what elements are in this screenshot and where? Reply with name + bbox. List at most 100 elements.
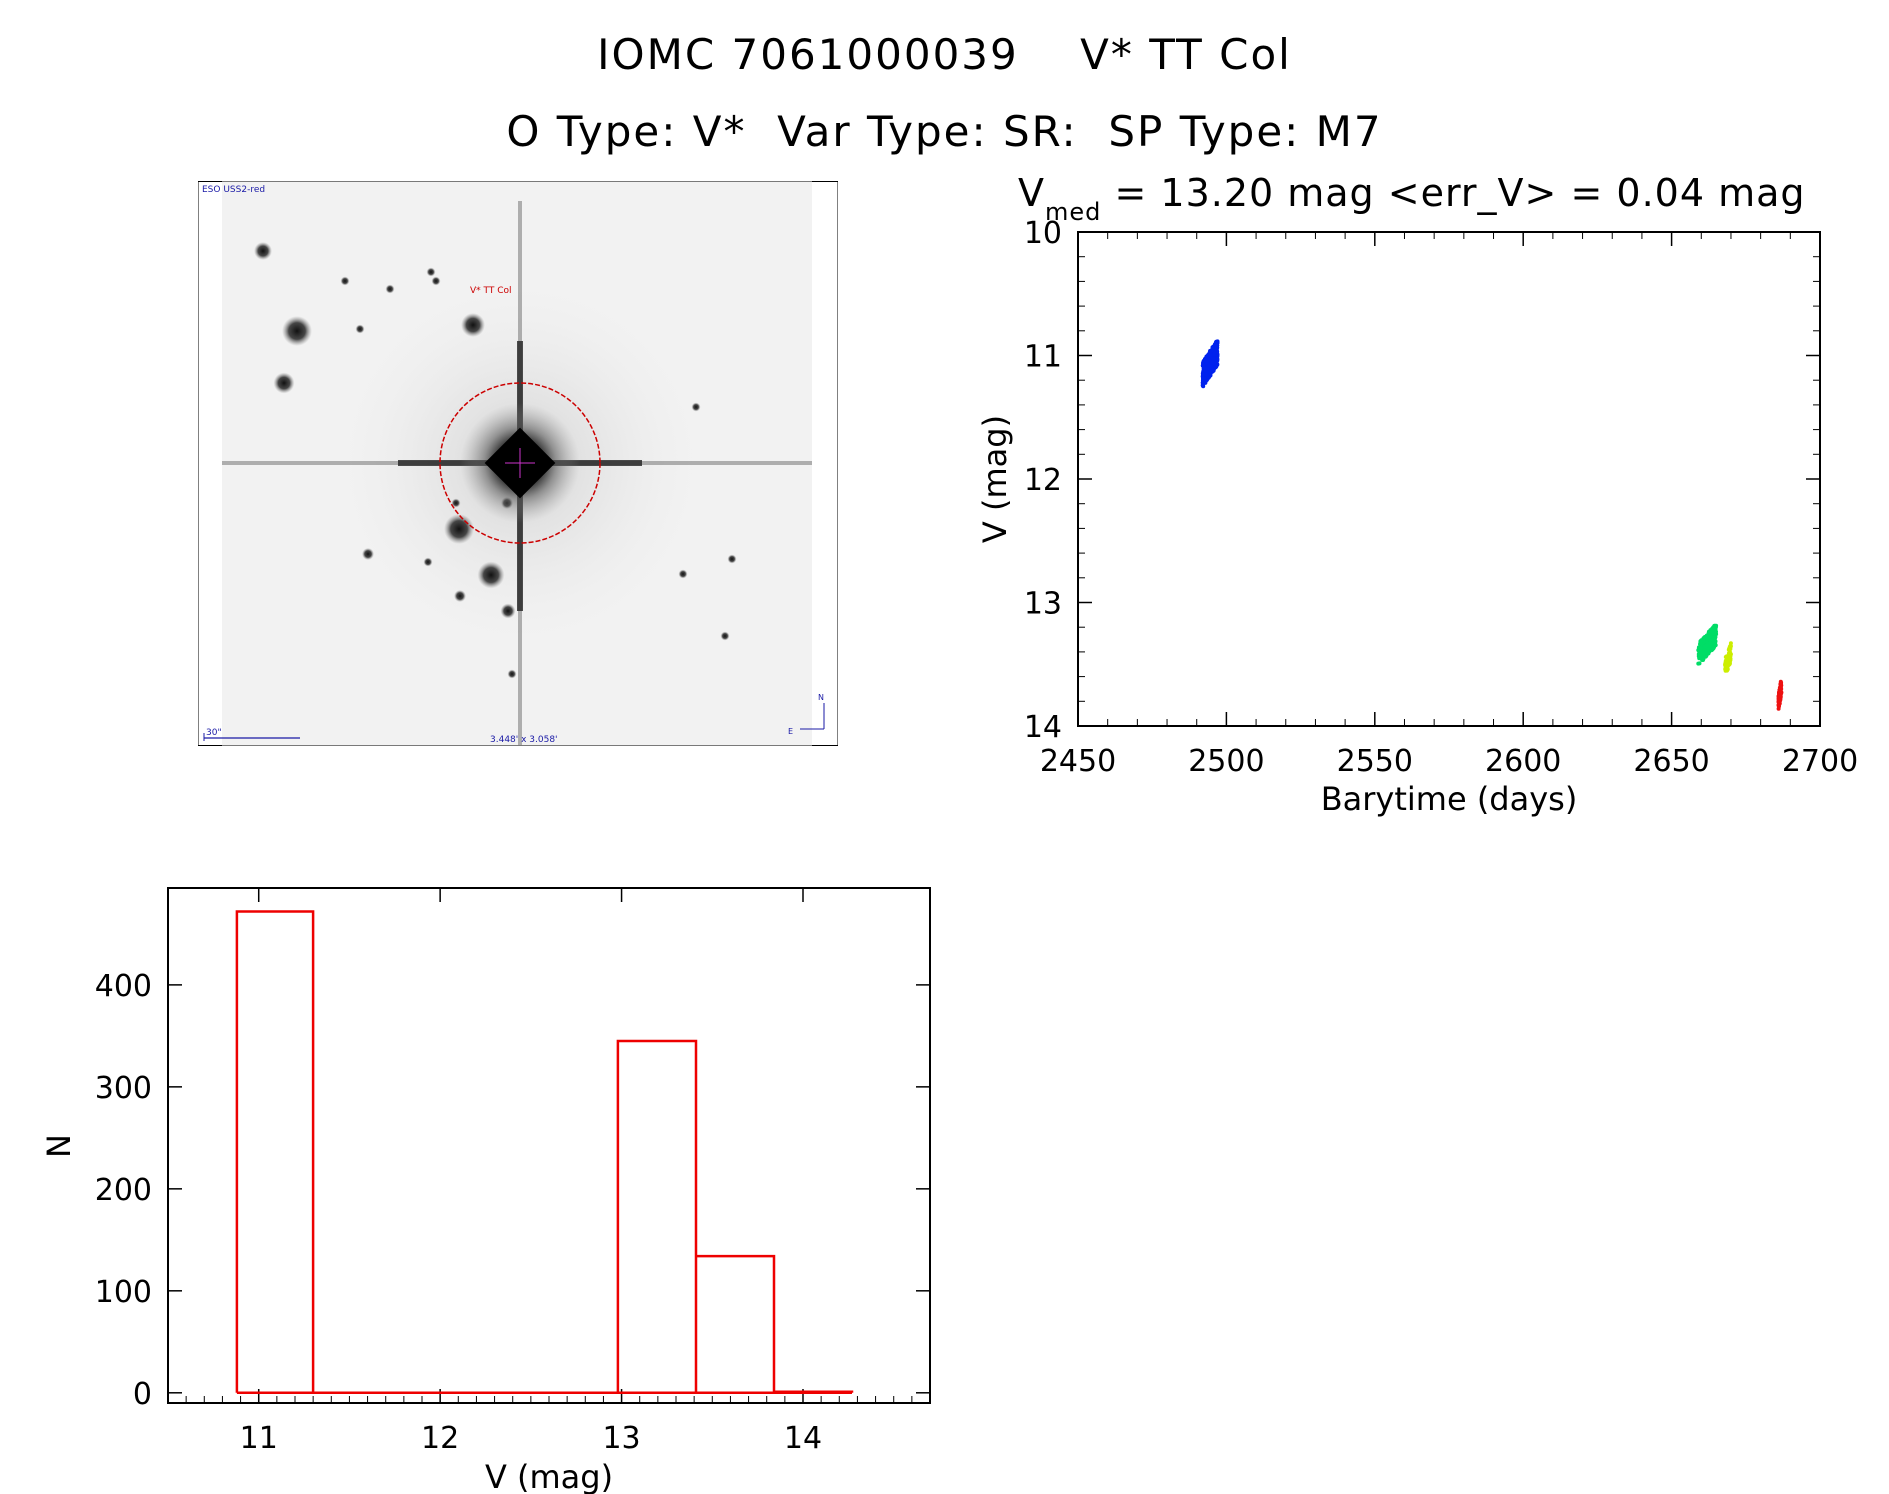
hist-ytick-label: 400 <box>95 969 152 1004</box>
lc-point <box>1778 690 1783 695</box>
lc-point <box>1727 648 1732 653</box>
lc-point <box>1712 628 1717 632</box>
lc-point <box>1207 353 1212 357</box>
hist-xtick-label: 12 <box>421 1421 459 1456</box>
field-star <box>678 569 688 579</box>
lc-point <box>1779 681 1783 686</box>
lc-xtick-label: 2450 <box>1040 744 1116 779</box>
lc-ytick-label: 10 <box>1024 216 1062 251</box>
lc-series-group <box>1696 623 1719 666</box>
lc-point <box>1712 635 1717 640</box>
lc-series-group <box>1200 339 1220 389</box>
fov-label: 3.448' x 3.058' <box>490 735 558 745</box>
field-star <box>423 557 433 567</box>
hist-ylabel: N <box>40 1134 78 1158</box>
lc-point <box>1706 635 1711 640</box>
lc-point <box>1201 379 1206 384</box>
lc-point <box>1202 359 1207 363</box>
lc-xtick-label: 2600 <box>1485 744 1561 779</box>
lc-xtick-label: 2650 <box>1633 744 1709 779</box>
lc-point <box>1705 642 1710 647</box>
lc-point <box>1697 649 1702 653</box>
lc-point <box>1725 664 1730 669</box>
hist-ytick-label: 100 <box>95 1275 152 1310</box>
lc-xtick-label: 2550 <box>1337 744 1413 779</box>
hist-ytick-label: 0 <box>133 1377 152 1412</box>
hist-ytick-label: 200 <box>95 1173 152 1208</box>
target-label: V* TT Col <box>470 286 512 296</box>
lc-point <box>1777 700 1781 705</box>
lc-point <box>1727 656 1732 660</box>
field-star <box>451 498 461 508</box>
lc-ylabel: V (mag) <box>976 415 1014 543</box>
lc-point <box>1201 372 1206 377</box>
lc-point <box>1213 365 1218 370</box>
lc-point <box>1698 646 1703 650</box>
target-aperture-circle <box>439 382 601 544</box>
lc-ytick-label: 13 <box>1024 587 1062 622</box>
lc-point <box>1212 350 1217 355</box>
lc-point <box>1699 638 1704 643</box>
field-star <box>254 242 272 260</box>
hist-xtick-label: 14 <box>784 1421 822 1456</box>
lc-title-prefix: V <box>1018 171 1045 215</box>
field-star <box>477 561 505 589</box>
field-star <box>426 267 436 277</box>
scale-label: 30" <box>206 728 222 738</box>
object-type-line: O Type: V* Var Type: SR: SP Type: M7 <box>506 107 1383 156</box>
hist-xtick-label: 13 <box>602 1421 640 1456</box>
survey-label: ESO USS2-red <box>202 185 265 195</box>
lc-point <box>1712 631 1717 636</box>
hist-ytick-label: 300 <box>95 1071 152 1106</box>
sky-cutout-image: ESO USS2-red V* TT Col 30" 3.448' x 3.05… <box>198 181 838 746</box>
lc-xtick-label: 2500 <box>1188 744 1264 779</box>
lc-point <box>1205 358 1210 363</box>
lc-point <box>1696 661 1701 666</box>
lc-point <box>1214 346 1219 351</box>
lc-ytick-label: 12 <box>1024 463 1062 498</box>
field-star <box>454 590 466 602</box>
figure-title: IOMC 7061000039 V* TT Col <box>597 30 1292 79</box>
lc-xlabel: Barytime (days) <box>1321 780 1578 818</box>
hist-xlabel: V (mag) <box>485 1458 613 1494</box>
lc-title-subscript: med <box>1045 198 1101 226</box>
field-star <box>461 313 485 337</box>
field-star <box>340 276 350 286</box>
lc-point <box>1200 363 1205 368</box>
lc-point <box>1712 642 1717 646</box>
lc-point <box>1208 370 1213 375</box>
hist-xtick-label: 11 <box>240 1421 278 1456</box>
field-star <box>355 324 365 334</box>
lc-point <box>1204 354 1209 359</box>
lc-point <box>1710 645 1715 650</box>
field-star <box>500 603 516 619</box>
lc-point <box>1210 360 1215 365</box>
lc-point <box>1214 359 1219 364</box>
magnitude-histogram: 11 12 13 14 0 100 200 300 400 V (mag) N <box>40 887 931 1494</box>
lc-point <box>1712 639 1716 643</box>
lc-series-group <box>1723 641 1733 673</box>
hist-plot-frame <box>167 887 931 1404</box>
lc-point <box>1698 653 1703 658</box>
field-star <box>431 276 441 286</box>
field-star <box>282 316 312 346</box>
lc-point <box>1713 624 1718 629</box>
lc-ytick-label: 11 <box>1024 340 1062 375</box>
lc-point <box>1210 347 1215 351</box>
field-star <box>691 402 701 412</box>
lc-point <box>1728 644 1733 649</box>
lc-point <box>1728 652 1733 657</box>
east-label: E <box>788 727 793 736</box>
lc-xtick-label: 2700 <box>1782 744 1858 779</box>
field-star <box>727 554 737 564</box>
light-curve-title: Vmed = 13.20 mag <err_V> = 0.04 mag <box>1018 171 1805 226</box>
lc-point <box>1209 366 1214 371</box>
lc-point <box>1205 366 1210 371</box>
field-star <box>385 284 395 294</box>
field-star <box>362 548 374 560</box>
field-star <box>273 372 295 394</box>
north-label: N <box>818 693 824 702</box>
lc-ytick-label: 14 <box>1024 710 1062 745</box>
lc-series-group <box>1776 679 1784 711</box>
histogram-bars <box>235 910 854 1395</box>
